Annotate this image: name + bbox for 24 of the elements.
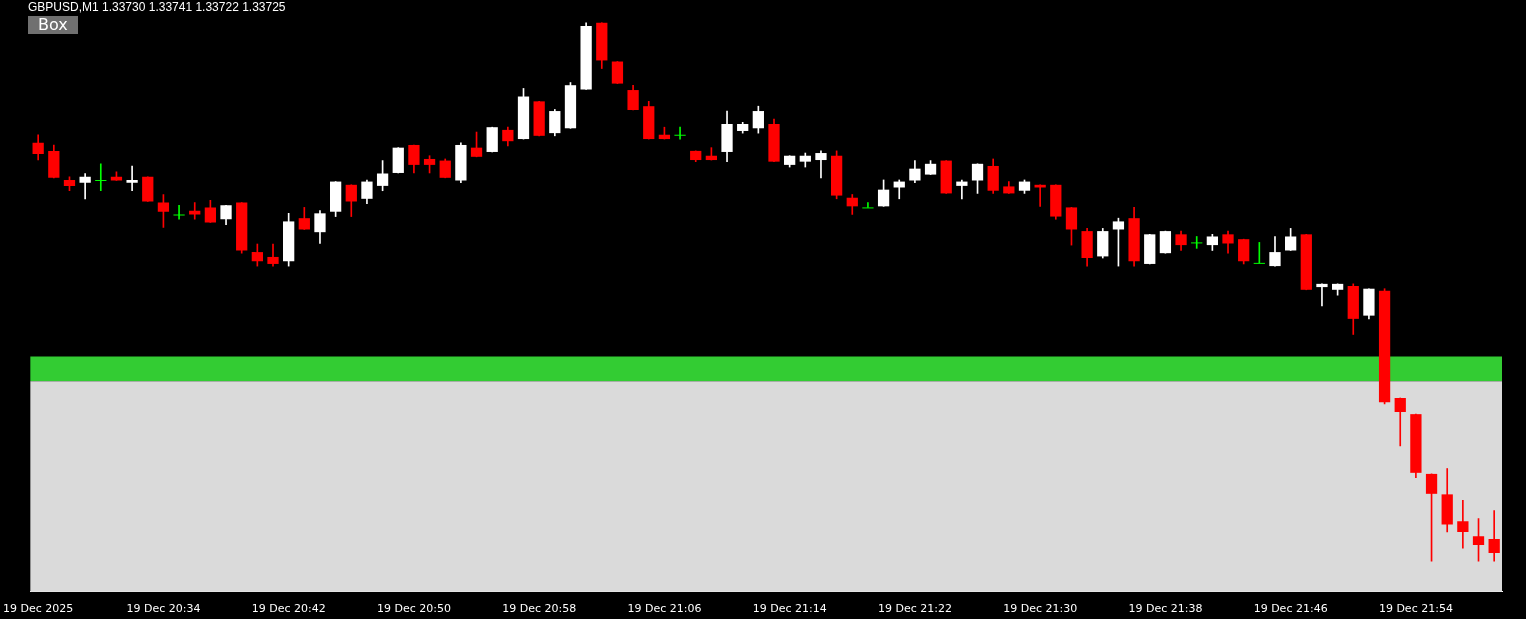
x-tick-label: 19 Dec 21:14: [752, 602, 827, 616]
candlestick: [1316, 283, 1328, 307]
candlestick: [674, 126, 686, 140]
x-tick-label: 19 Dec 2025: [3, 602, 74, 616]
x-tick-label: 19 Dec 21:22: [877, 602, 952, 616]
candlestick: [173, 204, 185, 220]
x-tick-label: 19 Dec 21:54: [1378, 602, 1453, 616]
candlestick: [862, 202, 874, 209]
candlestick: [126, 165, 138, 192]
x-tick-label: 19 Dec 21:38: [1128, 602, 1203, 616]
candlestick: [956, 179, 968, 200]
candlestick: [1191, 236, 1203, 249]
x-tick-label: 19 Dec 21:06: [627, 602, 702, 616]
x-tick-label: 19 Dec 20:34: [126, 602, 201, 616]
x-tick-label: 19 Dec 20:58: [502, 602, 577, 616]
candlestick: [79, 173, 91, 200]
text: GBPUSD,M1 1.33730 1.33741 1.33722 1.33725: [28, 0, 286, 14]
candlestick: [95, 163, 107, 192]
x-tick-label: 19 Dec 20:42: [251, 602, 326, 616]
x-tick-label: 19 Dec 21:46: [1253, 602, 1328, 616]
annotation: Box: [28, 15, 78, 34]
candlestick: [1457, 499, 1469, 549]
x-tick-label: 19 Dec 21:30: [1003, 602, 1078, 616]
x-tick-label: 19 Dec 20:50: [376, 602, 451, 616]
